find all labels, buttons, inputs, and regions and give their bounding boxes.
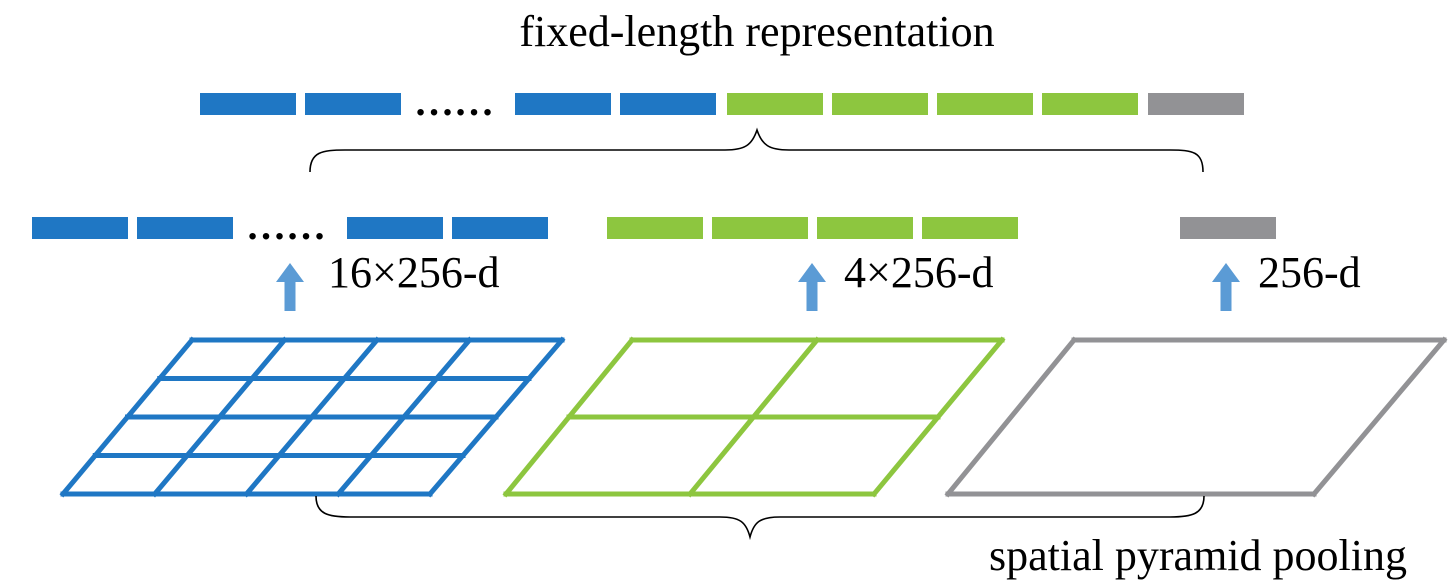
top-ellipsis: …… [414,79,494,124]
grid-1x1 [944,336,1448,498]
level4-segment [817,217,913,239]
dim-label-16: 16×256-d [328,248,499,297]
level16-ellipsis: …… [246,203,326,248]
pooling-grids [59,336,1448,498]
level16-segment [137,217,233,239]
up-arrow-4 [798,263,826,311]
top-green-segment [832,93,928,115]
top-blue-segment [515,93,611,115]
level4-segment [712,217,808,239]
level16-segment [32,217,128,239]
arrows [276,263,1240,311]
top-brace [309,127,1204,173]
top-blue-segment [305,93,401,115]
top-green-segment [937,93,1033,115]
dim-label-4: 4×256-d [844,248,993,297]
level1-segment [1180,217,1276,239]
top-gray-segment [1148,93,1244,115]
bottom-brace [315,495,1205,541]
up-arrow-1 [1212,263,1240,311]
level4-segment [922,217,1018,239]
level16-segment [347,217,443,239]
top-blue-segment [620,93,716,115]
fixed-length-vector: …… [200,79,1244,124]
top-green-segment [727,93,823,115]
level4-segment [607,217,703,239]
level16-segment [452,217,548,239]
top-green-segment [1042,93,1138,115]
level-vectors: …… [32,203,1276,248]
top-blue-segment [200,93,296,115]
grid-2x2 [502,336,1006,498]
spp-label: spatial pyramid pooling [989,531,1407,580]
title: fixed-length representation [519,7,994,56]
dim-label-1: 256-d [1258,248,1361,297]
grid-4x4 [59,336,566,498]
up-arrow-16 [276,263,304,311]
